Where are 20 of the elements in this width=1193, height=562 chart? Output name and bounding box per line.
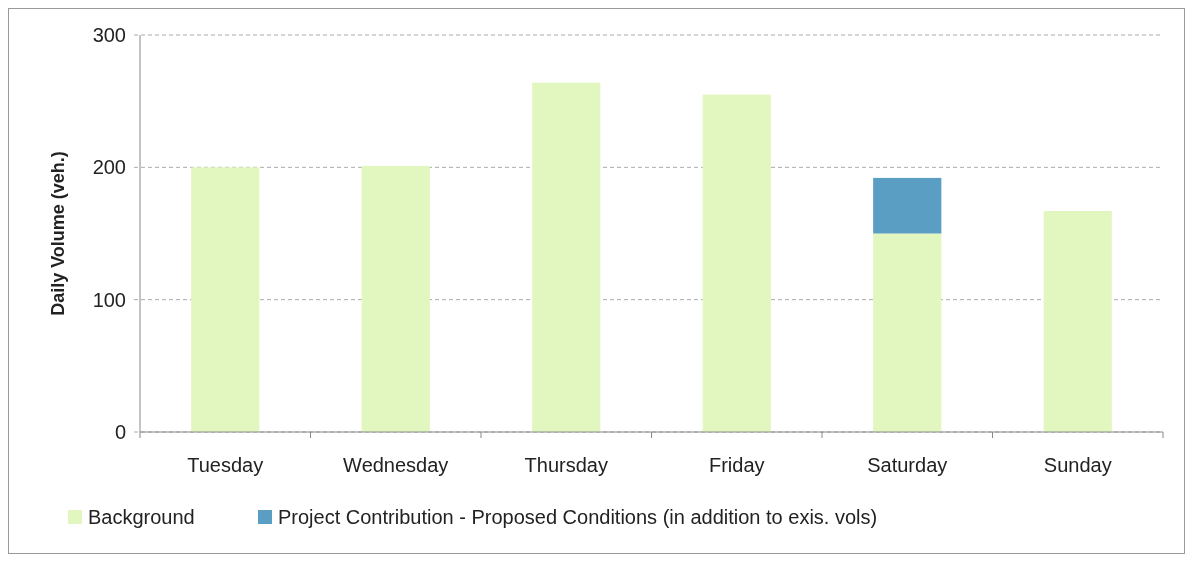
bar	[873, 233, 942, 432]
x-tick-label: Saturday	[867, 454, 948, 476]
bar	[702, 94, 771, 432]
x-tick-label: Friday	[708, 454, 765, 476]
y-tick-label: 300	[92, 24, 126, 46]
x-tick-label: Sunday	[1043, 454, 1112, 476]
bar	[1043, 211, 1112, 432]
y-tick-label: 100	[92, 288, 126, 311]
legend-label: Project Contribution - Proposed Conditions (in addition to exis. vols)	[278, 506, 878, 528]
x-tick-label: Wednesday	[343, 454, 449, 476]
x-tick-label: Tuesday	[187, 454, 264, 476]
bar	[532, 82, 601, 432]
bar	[191, 167, 260, 432]
x-tick-label: Thursday	[524, 454, 608, 476]
y-axis-title: Daily Volume (veh.)	[48, 151, 68, 316]
y-tick-label: 200	[92, 156, 126, 179]
y-tick-label: 0	[114, 421, 126, 443]
legend-label: Background	[88, 506, 195, 528]
bar	[361, 166, 430, 432]
bar	[873, 177, 942, 234]
